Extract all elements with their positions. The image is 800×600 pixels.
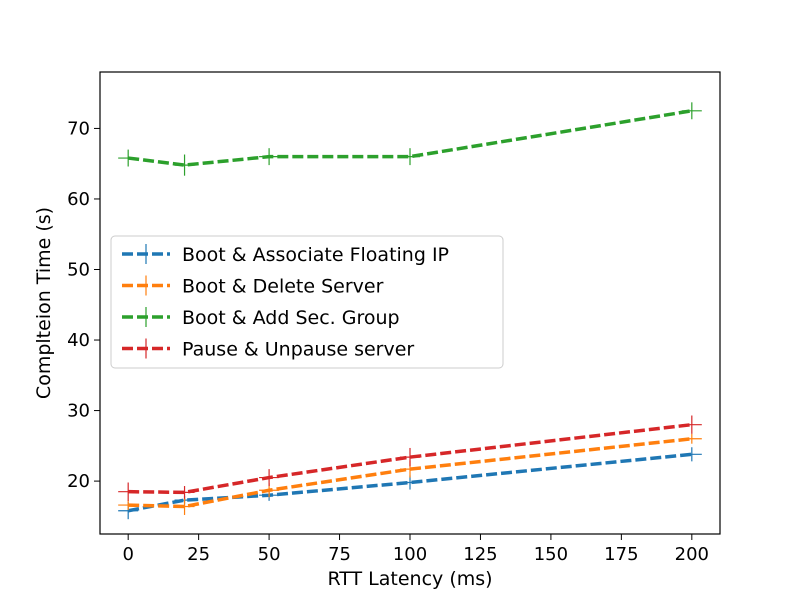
y-axis-label: Complteion Time (s) xyxy=(33,207,55,399)
data-point xyxy=(118,500,139,511)
data-point xyxy=(174,486,195,499)
data-point xyxy=(118,482,139,501)
data-point xyxy=(400,475,420,490)
data-point xyxy=(400,148,420,166)
y-tick-label: 60 xyxy=(67,189,90,210)
y-tick-label: 20 xyxy=(67,471,90,492)
x-tick-label: 175 xyxy=(604,544,638,565)
data-point xyxy=(259,469,280,487)
data-point xyxy=(400,447,420,467)
legend: Boot & Associate Floating IP Boot & Delet… xyxy=(110,235,504,369)
y-tick-label: 70 xyxy=(67,118,90,139)
x-tick-label: 100 xyxy=(393,544,427,565)
data-point xyxy=(174,498,195,515)
series-layer xyxy=(118,102,702,520)
x-axis: 0 25 50 75 100 125 150 175 200 xyxy=(122,534,709,565)
legend-item: Pause & Unpause server xyxy=(122,338,414,361)
y-axis: 20 30 40 50 60 70 xyxy=(67,118,100,492)
y-tick-label: 40 xyxy=(67,330,90,351)
series-3 xyxy=(118,415,702,501)
x-tick-label: 200 xyxy=(675,544,709,565)
data-point xyxy=(681,102,702,120)
data-point xyxy=(174,154,195,176)
legend-label: Boot & Add Sec. Group xyxy=(182,307,400,329)
x-tick-label: 50 xyxy=(258,544,281,565)
y-tick-label: 30 xyxy=(67,401,90,422)
data-point xyxy=(118,149,139,167)
x-tick-label: 0 xyxy=(122,544,133,565)
series-1 xyxy=(118,433,702,515)
data-point xyxy=(681,415,702,434)
x-tick-label: 75 xyxy=(328,544,351,565)
y-tick-label: 50 xyxy=(67,259,90,280)
legend-item: Boot & Associate Floating IP xyxy=(122,244,449,266)
data-point xyxy=(681,447,702,462)
x-axis-label: RTT Latency (ms) xyxy=(327,568,492,590)
series-2 xyxy=(118,102,702,176)
x-tick-label: 25 xyxy=(187,544,210,565)
legend-label: Pause & Unpause server xyxy=(182,339,414,361)
legend-label: Boot & Associate Floating IP xyxy=(182,244,449,266)
data-point xyxy=(259,148,280,166)
legend-item: Boot & Add Sec. Group xyxy=(122,307,400,329)
x-tick-label: 150 xyxy=(534,544,568,565)
x-tick-label: 125 xyxy=(463,544,497,565)
legend-box xyxy=(110,235,504,369)
legend-label: Boot & Delete Server xyxy=(182,276,384,298)
data-point xyxy=(681,433,702,444)
legend-item: Boot & Delete Server xyxy=(122,275,384,298)
